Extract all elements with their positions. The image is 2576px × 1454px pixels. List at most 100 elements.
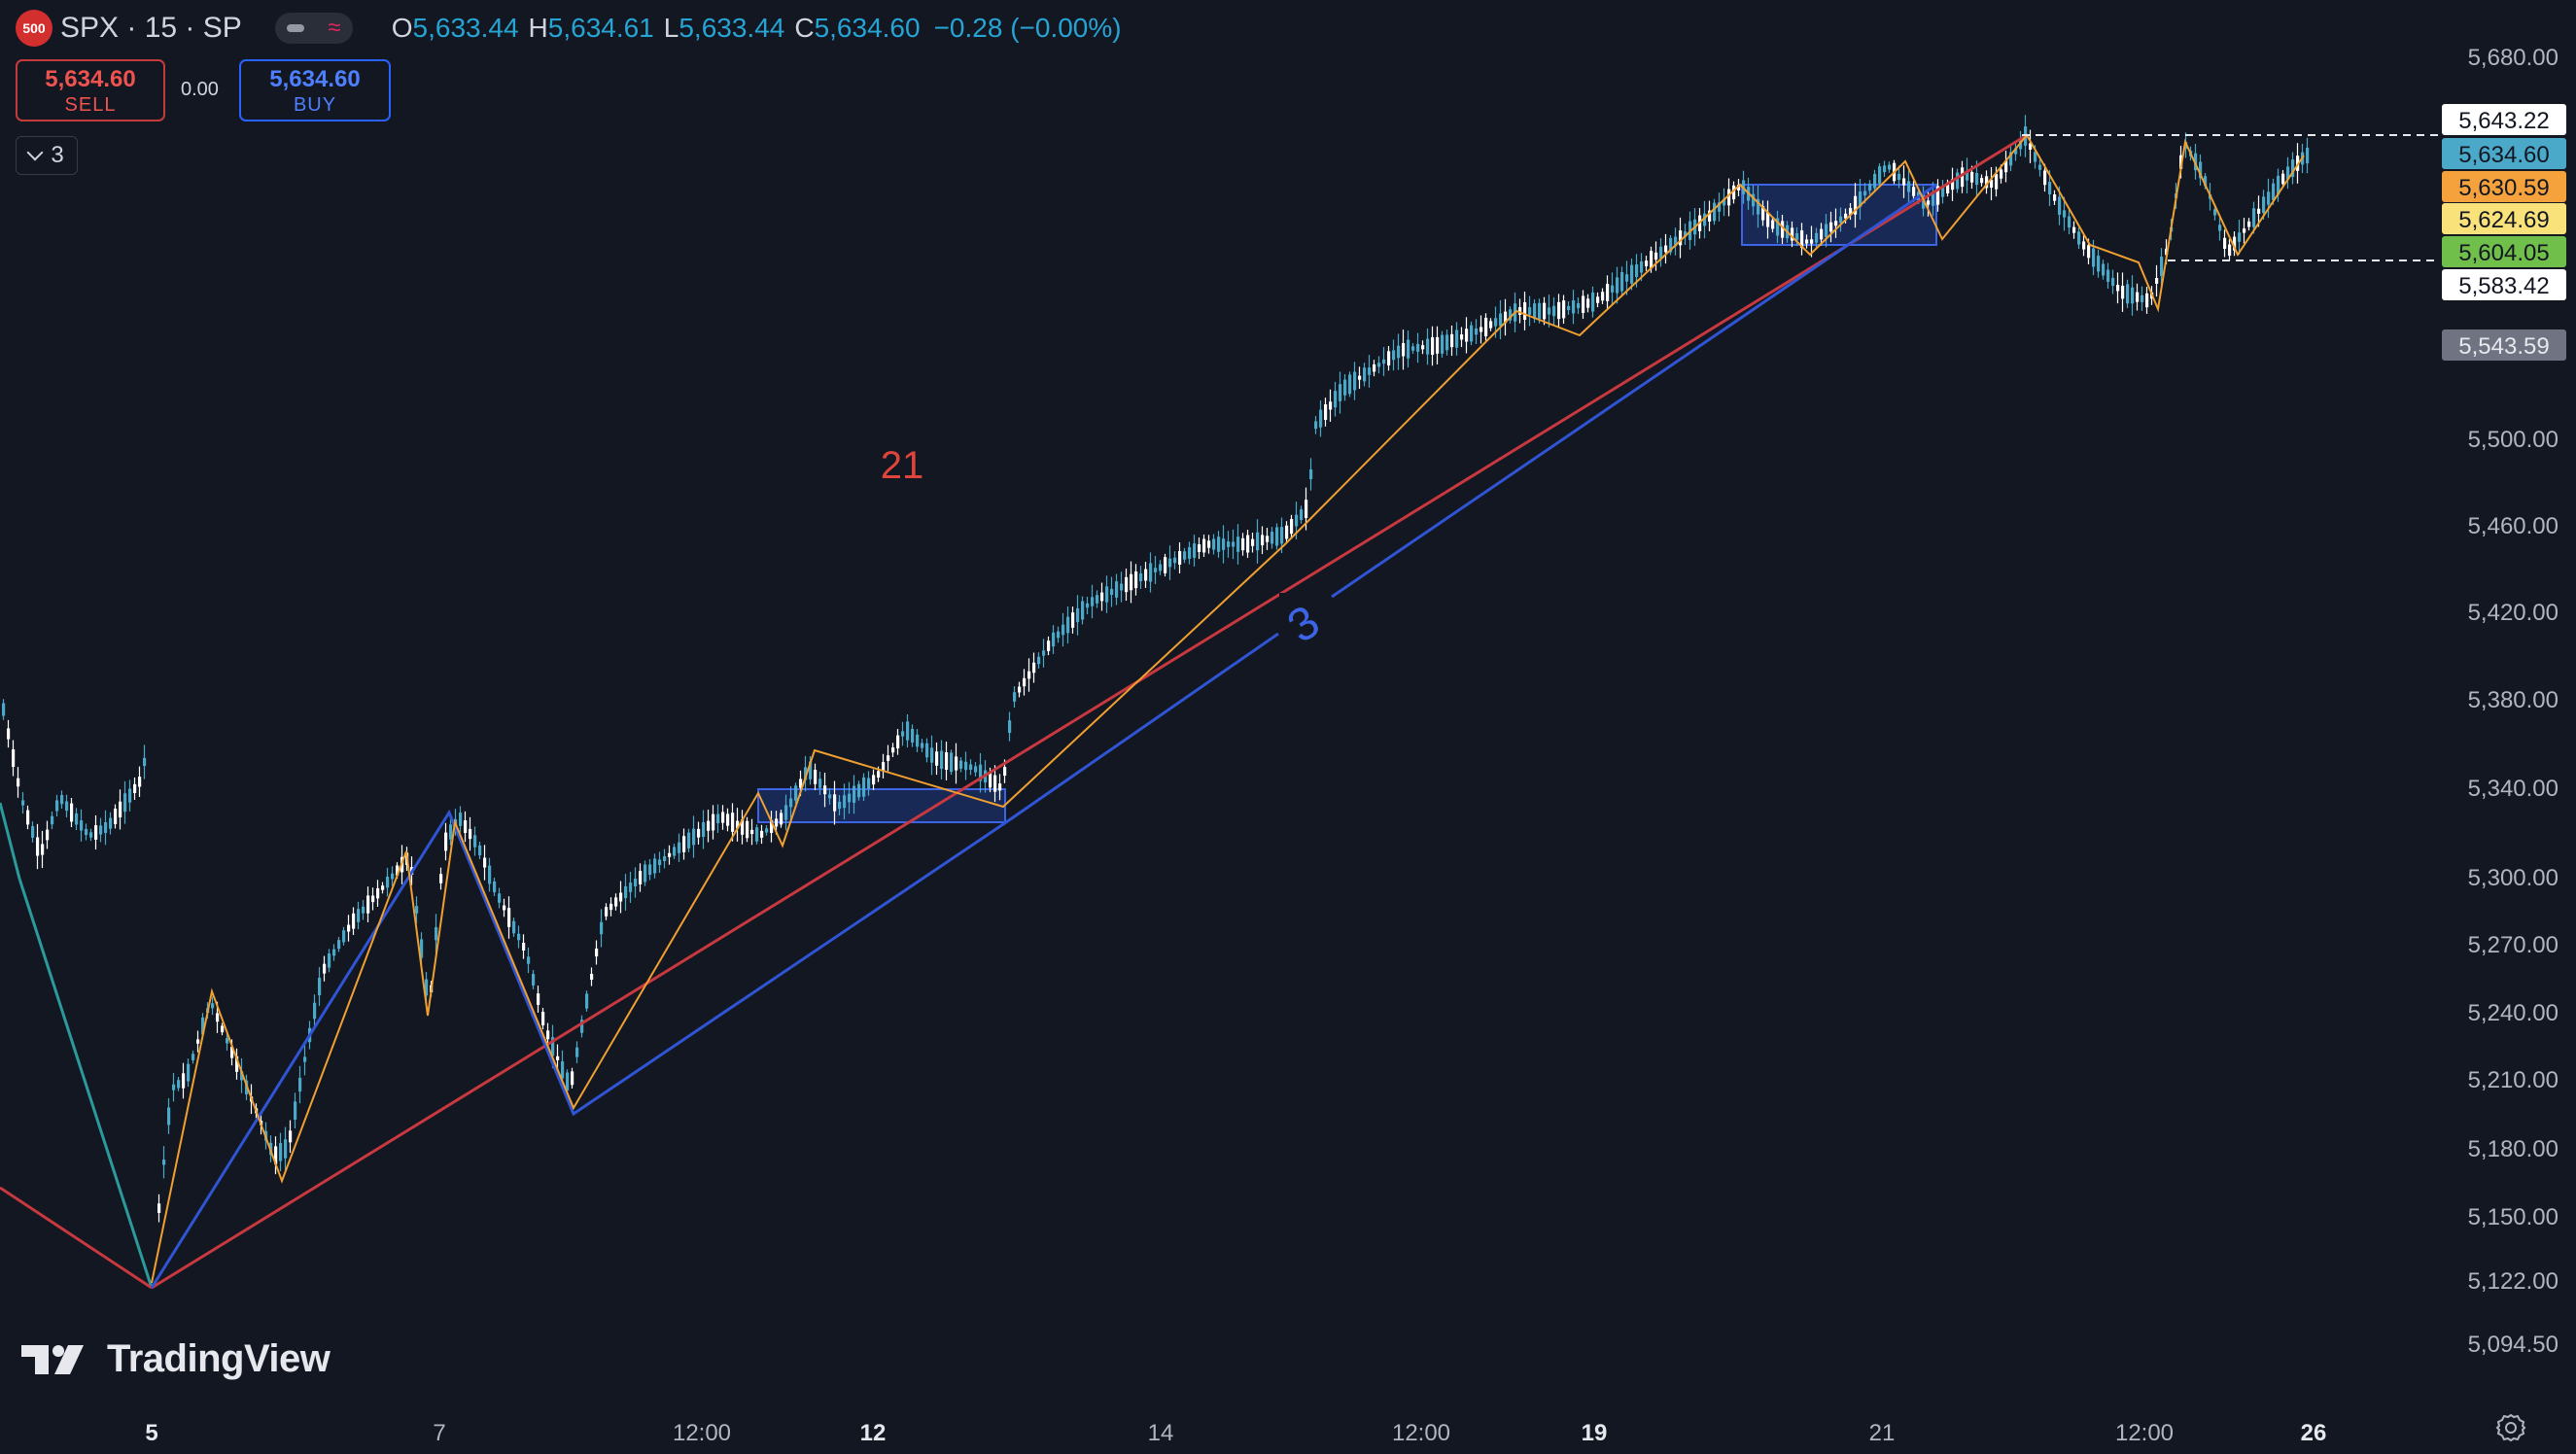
candle[interactable] [41,830,45,869]
candle[interactable] [532,970,536,989]
candle[interactable] [955,743,958,784]
candle[interactable] [921,739,924,752]
candle[interactable] [959,756,963,773]
candle[interactable] [1353,362,1357,400]
candle[interactable] [2145,287,2149,314]
candle[interactable] [274,1136,278,1175]
candle[interactable] [1659,238,1663,267]
teal-trend-line[interactable] [0,802,21,880]
candle[interactable] [1091,584,1095,619]
candle[interactable] [1300,505,1304,524]
candle[interactable] [89,828,93,842]
candle[interactable] [1426,328,1430,365]
candle[interactable] [1212,534,1216,555]
candle[interactable] [1518,298,1522,324]
candle[interactable] [1339,371,1342,414]
candle[interactable] [678,833,681,862]
candle[interactable] [760,824,764,845]
candle[interactable] [1343,373,1347,401]
candle[interactable] [906,713,910,748]
candle[interactable] [930,735,934,776]
candle[interactable] [770,811,774,843]
candle[interactable] [896,729,900,755]
candle[interactable] [1479,315,1483,344]
candle[interactable] [313,994,317,1027]
candle[interactable] [1368,355,1372,388]
candle[interactable] [143,744,147,779]
candle[interactable] [1572,290,1576,325]
candle[interactable] [901,721,905,746]
candle[interactable] [2053,190,2057,205]
candle[interactable] [1591,286,1595,318]
candle[interactable] [1528,295,1532,327]
candle[interactable] [1081,596,1085,625]
candle[interactable] [1134,564,1138,596]
candle[interactable] [1586,294,1590,313]
candle[interactable] [950,749,954,776]
candle[interactable] [571,1067,574,1089]
candle[interactable] [1674,227,1678,256]
candle[interactable] [1358,366,1362,390]
orange-zigzag-line[interactable] [151,133,2305,1284]
candle[interactable] [1708,200,1712,231]
candle[interactable] [814,763,818,790]
candle[interactable] [1236,524,1240,565]
candle[interactable] [459,806,463,833]
candle[interactable] [1125,568,1129,602]
candle[interactable] [1387,346,1391,371]
candle[interactable] [716,804,720,833]
candle[interactable] [1193,535,1197,567]
candle[interactable] [328,949,331,973]
candle[interactable] [585,990,589,1012]
candle[interactable] [998,774,1002,801]
tradingview-logo[interactable]: TradingView [21,1337,331,1381]
candle[interactable] [1654,241,1658,271]
candle[interactable] [2068,209,2071,235]
candle[interactable] [1703,200,1707,239]
candle[interactable] [673,844,677,859]
candle[interactable] [167,1097,171,1134]
candle[interactable] [857,780,861,801]
candle[interactable] [1567,301,1571,315]
candle[interactable] [2136,283,2140,311]
candle[interactable] [1815,227,1819,248]
candle[interactable] [1266,528,1270,550]
candle[interactable] [1713,198,1717,225]
candle[interactable] [109,812,113,835]
candle[interactable] [1256,519,1260,564]
candle[interactable] [1776,210,1780,244]
candle[interactable] [765,825,769,836]
candle[interactable] [828,787,832,805]
candle[interactable] [1227,531,1231,558]
candle[interactable] [162,1146,166,1179]
candle[interactable] [1645,256,1649,271]
candle[interactable] [1888,161,1892,173]
candle[interactable] [1164,553,1167,577]
candle[interactable] [580,1015,584,1038]
symbol-logo-icon[interactable]: 500 [16,10,52,47]
candle[interactable] [1606,275,1610,310]
candle[interactable] [2014,141,2018,161]
candle[interactable] [969,759,973,776]
candle[interactable] [1470,321,1474,346]
candle[interactable] [600,909,604,948]
candle[interactable] [1679,217,1683,259]
candle[interactable] [1455,322,1459,356]
candle[interactable] [780,810,783,828]
candle[interactable] [2141,286,2144,311]
candle[interactable] [1397,333,1401,370]
gear-icon[interactable] [2494,1411,2527,1444]
candle[interactable] [1951,167,1955,201]
market-status-pill[interactable]: ≈ [274,13,353,44]
candle[interactable] [648,858,652,881]
candle[interactable] [1115,573,1119,606]
candle[interactable] [1825,214,1828,248]
candle[interactable] [138,766,142,797]
candle[interactable] [1047,636,1051,656]
candle[interactable] [1057,626,1061,643]
candle[interactable] [1139,566,1143,589]
candle[interactable] [1421,340,1425,355]
candle[interactable] [303,1043,307,1076]
candle[interactable] [46,820,50,849]
candle[interactable] [381,882,385,894]
